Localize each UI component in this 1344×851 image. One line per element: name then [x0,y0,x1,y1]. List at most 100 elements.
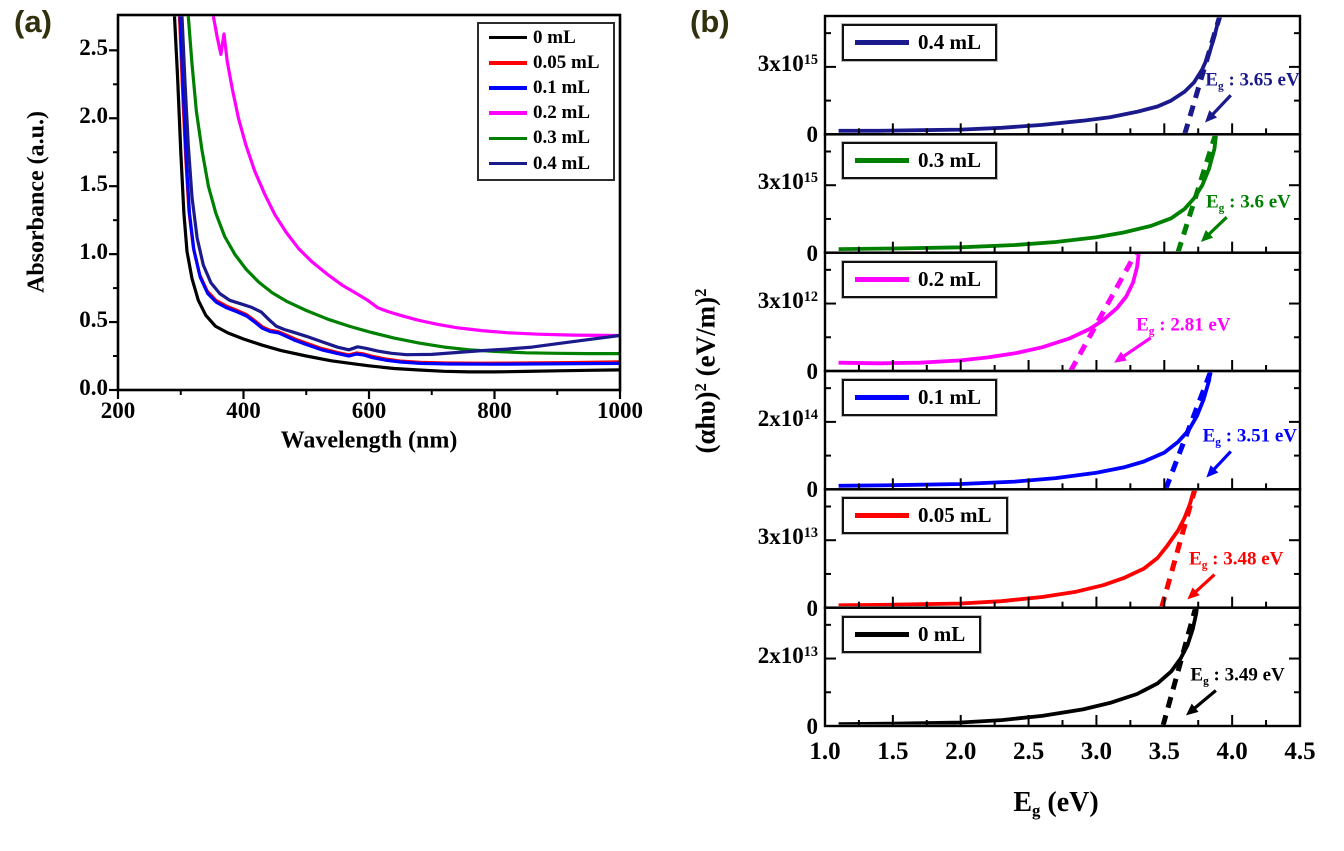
annotation-arrowhead [1206,465,1219,478]
subplot-y-tick-label: 2x1014 [757,405,818,431]
panel-b-x-tick-label: 1.5 [877,738,909,765]
legend-line-swatch [855,631,909,637]
subplot-legend: 0.3 mL [841,141,998,181]
panel-a-x-tick-label: 200 [100,398,136,423]
band-gap-tangent-line [1182,17,1222,133]
legend-line-swatch [855,513,909,519]
subplot-zero-label: 0 [806,595,819,621]
panel-a-x-tick-label: 600 [351,398,387,423]
series-line-0 [172,16,620,374]
panel-a-y-tick-label: 0.5 [79,307,108,333]
series-line-2 [178,16,620,366]
legend-line-swatch [855,40,909,45]
legend-label: 0.1 mL [918,385,981,409]
legend-line-swatch [489,86,527,90]
panel-a-label: (a) [14,4,52,39]
panel-b-x-tick-label: 4.5 [1284,738,1316,765]
legend-label: 0.05 mL [533,51,600,73]
panel-a-y-tick-label: 1.5 [79,171,108,197]
legend-item: 0.3 mL [479,126,613,151]
subplot-y-tick-label: 3x1015 [757,169,818,195]
legend-label: 0.4 mL [533,152,590,174]
panel-a-y-tick-label: 1.0 [79,239,108,265]
legend-line-swatch [855,158,909,164]
subplot-legend: 0.1 mL [841,378,998,417]
legend-line-swatch [489,161,527,166]
subplot-y-tick-label: 2x1013 [757,642,818,668]
subplot-y-tick-label: 3x1012 [757,287,818,313]
tauc-curve-2 [838,254,1141,366]
band-gap-tangent-line [1163,372,1213,488]
panel-b-x-tick-label: 4.0 [1216,738,1248,765]
panel-b-x-axis-title: Eg (eV) [1013,786,1099,821]
tauc-curve-3 [838,372,1213,488]
band-gap-annotation: Eg : 3.49 eV [1190,664,1285,688]
legend-item: 0.05 mL [479,50,613,75]
subplot-legend: 0 mL [840,614,983,654]
band-gap-annotation: Eg : 2.81 eV [1136,314,1231,338]
tauc-curve-1 [838,135,1218,251]
band-gap-annotation: Eg : 3.48 eV [1189,549,1284,572]
subplot-zero-label: 0 [806,240,819,266]
tauc-curve-0 [838,17,1221,133]
annotation-arrow [1191,573,1216,596]
legend-item: 0.4 mL [479,151,613,176]
annotation-arrowhead [1205,110,1218,123]
legend-line-swatch [489,111,527,115]
subplot-zero-label: 0 [806,359,819,384]
annotation-arrowhead [1187,587,1200,600]
band-gap-tangent-line [1160,609,1198,725]
panel-a-y-tick-label: 2.0 [79,103,108,129]
panel-b-x-tick-label: 3.0 [1080,738,1113,765]
subplot-legend: 0.2 mL [841,259,998,299]
legend-label: 0.2 mL [918,266,981,291]
panel-a-x-tick-label: 1000 [597,398,643,423]
panel-a-legend: 0 mL 0.05 mL 0.1 mL 0.2 mL 0.3 mL 0.4 mL [477,22,615,181]
legend-label: 0.1 mL [533,76,590,98]
panel-a-y-tick-label: 0.0 [79,375,108,400]
panel-a-x-tick-label: 800 [477,398,512,423]
legend-label: 0.3 mL [918,148,981,173]
legend-label: 0 mL [533,26,576,48]
legend-line-swatch [855,395,909,400]
legend-label: 0.2 mL [533,102,590,124]
tauc-curve-5 [838,609,1199,725]
panel-b-label: (b) [690,4,730,39]
panel-b-x-tick-label: 1.0 [809,738,841,765]
legend-label: 0.05 mL [918,503,992,528]
subplot-y-tick-label: 3x1015 [757,50,818,76]
panel-a-x-tick-label: 400 [226,398,261,423]
subplot-zero-label: 0 [806,122,819,148]
panel-a-x-axis-title: Wavelength (nm) [280,427,458,454]
subplot-legend: 0.4 mL [841,23,998,62]
legend-item: 0.2 mL [479,101,613,126]
annotation-arrow [1208,94,1232,119]
band-gap-annotation: Eg : 3.51 eV [1202,425,1297,449]
subplot-y-tick-label: 3x1013 [757,524,818,550]
annotation-arrowhead [1186,703,1199,716]
legend-item: 0 mL [479,25,613,50]
annotation-arrow [1190,689,1217,713]
panel-b-x-tick-label: 2.5 [1012,738,1045,765]
panel-a-y-tick-label: 2.5 [79,35,108,61]
legend-line-swatch [489,35,527,40]
band-gap-tangent-line [1159,490,1198,607]
panel-b-x-tick-label: 2.0 [945,738,977,765]
band-gap-annotation: Eg : 3.6 eV [1205,191,1291,215]
annotation-arrow [1118,336,1152,361]
band-gap-tangent-line [1068,254,1139,370]
subplot-zero-label: 0 [806,477,819,503]
panel-a-y-axis-title: Absorbance (a.u.) [23,110,50,294]
legend-line-swatch [489,136,527,141]
series-line-5 [180,16,620,357]
legend-label: 0.3 mL [533,127,590,149]
series-line-3 [211,16,620,338]
subplot-legend: 0.05 mL [841,496,1009,536]
annotation-arrowhead [1200,229,1214,243]
subplot-zero-label: 0 [806,714,819,739]
legend-item: 0.1 mL [479,75,613,100]
legend-label: 0.4 mL [918,30,981,54]
band-gap-tangent-line [1175,135,1218,252]
